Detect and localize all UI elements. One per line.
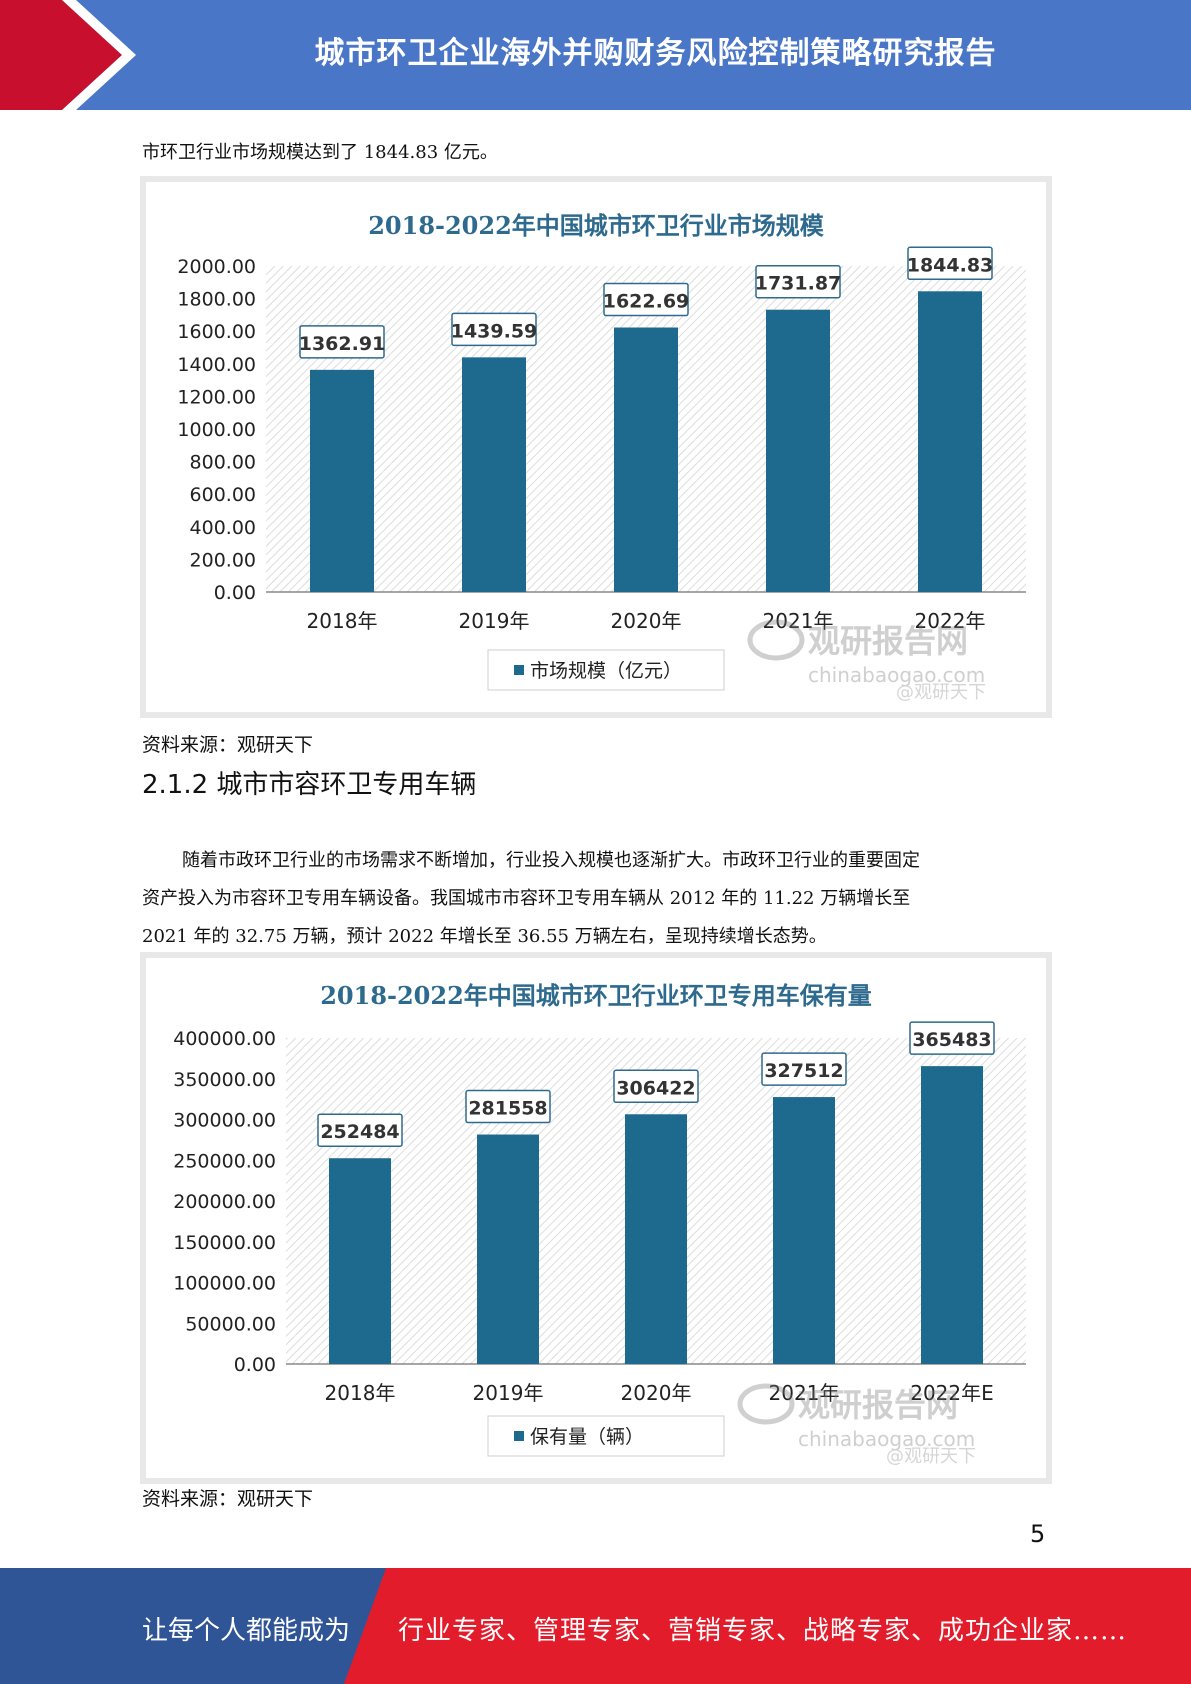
- y-tick-label: 1400.00: [177, 354, 256, 376]
- x-tick-label: 2018年: [307, 609, 378, 633]
- data-label-box: [451, 312, 537, 347]
- bar: [477, 1134, 539, 1364]
- watermark-url: chinabaogao.com: [808, 663, 985, 687]
- data-label: 327512: [764, 1060, 843, 1082]
- data-label: 1844.83: [907, 254, 994, 276]
- x-tick-label: 2021年: [769, 1381, 840, 1405]
- data-label: 1731.87: [755, 273, 842, 295]
- watermark-logo-icon: [747, 619, 805, 661]
- watermark-brand: 观研报告网: [798, 1386, 958, 1424]
- watermark-url: chinabaogao.com: [798, 1427, 975, 1451]
- chart-legend: 保有量（辆）: [487, 1415, 725, 1457]
- body-line-2: 资产投入为市容环卫专用车辆设备。我国城市市容环卫专用车辆从 2012 年的 11…: [142, 888, 911, 909]
- data-label: 1439.59: [451, 320, 538, 342]
- y-tick-label: 250000.00: [173, 1150, 276, 1172]
- bar: [918, 291, 982, 592]
- bar: [310, 369, 374, 592]
- data-label-box: [613, 1069, 699, 1104]
- report-title: 城市环卫企业海外并购财务风险控制策略研究报告: [314, 36, 997, 71]
- data-label-box: [761, 1052, 847, 1086]
- x-tick-label: 2019年: [459, 609, 530, 633]
- data-label: 1362.91: [299, 333, 386, 355]
- y-tick-label: 400.00: [190, 517, 256, 539]
- watermark: 观研报告网 chinabaogao.com@观研天下: [737, 1383, 976, 1467]
- source-caption-1: 资料来源：观研天下: [142, 734, 314, 756]
- body-line-1: 随着市政环卫行业的市场需求不断增加，行业投入规模也逐渐扩大。市政环卫行业的重要固…: [182, 850, 920, 871]
- chart-market-size-svg: 2018-2022年中国城市环卫行业市场规模 0.00 200.00 400.00 60…: [146, 182, 1046, 712]
- data-label: 252484: [320, 1121, 399, 1143]
- chart-market-size: 2018-2022年中国城市环卫行业市场规模 0.00 200.00 400.00 60…: [140, 176, 1052, 718]
- data-label-box: [465, 1089, 551, 1124]
- y-tick-label: 800.00: [190, 452, 256, 474]
- data-label: 306422: [616, 1077, 695, 1099]
- data-label-box: [603, 282, 689, 317]
- x-tick-label: 2022年E: [910, 1381, 994, 1405]
- source-caption-2: 资料来源：观研天下: [142, 1488, 314, 1510]
- chart-title: 2018-2022年中国城市环卫行业市场规模: [368, 211, 825, 240]
- footer-slogan-left: 让每个人都能成为: [142, 1616, 351, 1646]
- x-tick-label: 2021年: [763, 609, 834, 633]
- y-tick-label: 2000.00: [177, 256, 256, 278]
- legend-label: 保有量（辆）: [530, 1426, 644, 1448]
- page-header: 城市环卫企业海外并购财务风险控制策略研究报告: [0, 0, 1191, 110]
- legend-swatch: [514, 1431, 524, 1441]
- intro-text: 市环卫行业市场规模达到了 1844.83 亿元。: [142, 142, 498, 163]
- y-tick-label: 1600.00: [177, 321, 256, 343]
- body-line-3: 2021 年的 32.75 万辆，预计 2022 年增长至 36.55 万辆左右…: [142, 926, 827, 947]
- y-tick-label: 1000.00: [177, 419, 256, 441]
- y-tick-label: 1800.00: [177, 289, 256, 311]
- y-tick-label: 200.00: [190, 549, 256, 571]
- section-heading: 2.1.2 城市市容环卫专用车辆: [142, 770, 477, 800]
- chart-vehicle-count-svg: 2018-2022年中国城市环卫行业环卫专用车保有量 0.00 50000.00 10…: [146, 958, 1046, 1478]
- bar: [462, 357, 526, 592]
- x-tick-label: 2022年: [915, 609, 986, 633]
- data-label: 365483: [912, 1029, 991, 1051]
- data-label-box: [317, 1113, 403, 1147]
- watermark-logo-icon: [737, 1383, 795, 1425]
- y-tick-label: 600.00: [190, 484, 256, 506]
- page-number: 5: [1030, 1520, 1046, 1548]
- legend-label: 市场规模（亿元）: [530, 660, 682, 682]
- watermark-handle: @观研天下: [896, 682, 986, 703]
- chart-title: 2018-2022年中国城市环卫行业环卫专用车保有量: [320, 981, 872, 1010]
- data-label: 281558: [468, 1098, 547, 1120]
- watermark: 观研报告网 chinabaogao.com@观研天下: [747, 619, 986, 703]
- bar: [625, 1114, 687, 1364]
- y-tick-label: 0.00: [234, 1354, 276, 1376]
- data-label-box: [755, 264, 841, 299]
- bar: [329, 1158, 391, 1364]
- data-label: 1622.69: [603, 291, 690, 313]
- footer-slogan-right: 行业专家、管理专家、营销专家、战略专家、成功企业家……: [398, 1616, 1128, 1646]
- x-tick-label: 2018年: [325, 1381, 396, 1405]
- data-label-box: [299, 325, 385, 359]
- footer-background: [0, 1568, 1191, 1684]
- y-tick-label: 50000.00: [185, 1313, 276, 1335]
- y-tick-label: 200000.00: [173, 1191, 276, 1213]
- x-tick-label: 2020年: [611, 609, 682, 633]
- data-label-box: [907, 246, 993, 281]
- bar: [773, 1097, 835, 1364]
- chart-legend: 市场规模（亿元）: [487, 649, 725, 691]
- bar: [766, 309, 830, 592]
- x-tick-label: 2019年: [473, 1381, 544, 1405]
- y-tick-label: 400000.00: [173, 1028, 276, 1050]
- page-footer: 让每个人都能成为 行业专家、管理专家、营销专家、战略专家、成功企业家……: [0, 1568, 1191, 1684]
- chart-vehicle-count: 2018-2022年中国城市环卫行业环卫专用车保有量 0.00 50000.00 10…: [140, 952, 1052, 1484]
- bar: [614, 327, 678, 592]
- y-tick-label: 100000.00: [173, 1273, 276, 1295]
- bar: [921, 1066, 983, 1364]
- y-tick-label: 1200.00: [177, 386, 256, 408]
- watermark-brand: 观研报告网: [808, 622, 968, 660]
- y-tick-label: 350000.00: [173, 1069, 276, 1091]
- header-chevron-icon: [0, 0, 136, 110]
- x-tick-label: 2020年: [621, 1381, 692, 1405]
- legend-swatch: [514, 665, 524, 675]
- data-label-box: [909, 1021, 995, 1055]
- watermark-handle: @观研天下: [886, 1446, 976, 1467]
- y-tick-label: 150000.00: [173, 1232, 276, 1254]
- y-tick-label: 0.00: [214, 582, 256, 604]
- y-tick-label: 300000.00: [173, 1110, 276, 1132]
